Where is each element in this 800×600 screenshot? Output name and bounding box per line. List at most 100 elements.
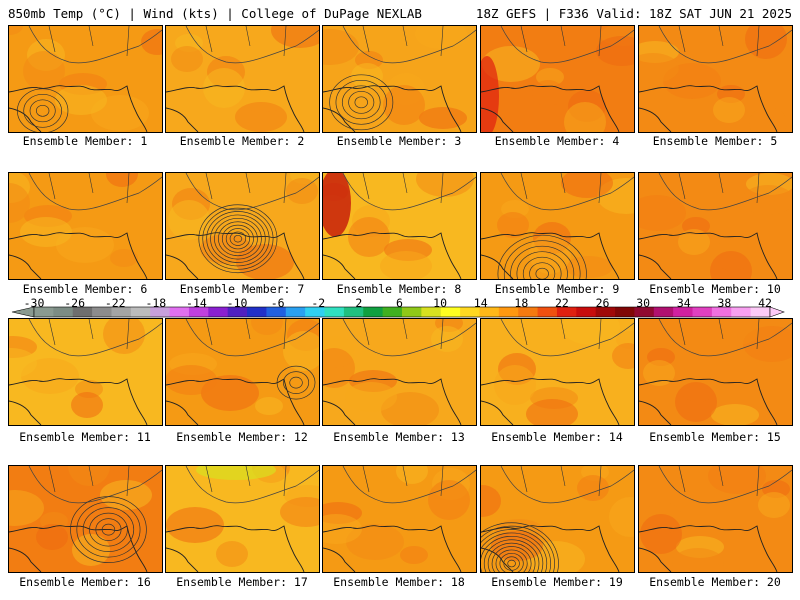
temperature-patch bbox=[431, 326, 463, 352]
colorbar-swatch bbox=[169, 307, 190, 317]
coastline bbox=[481, 525, 620, 572]
colorbar-swatch bbox=[266, 307, 287, 317]
state-boundary bbox=[520, 466, 602, 497]
map-field bbox=[323, 466, 476, 572]
colorbar-swatch bbox=[324, 307, 345, 317]
pressure-contour bbox=[354, 96, 368, 109]
colorbar-tick-label: -14 bbox=[186, 296, 207, 310]
temperature-patch bbox=[72, 534, 110, 566]
temperature-patch bbox=[203, 68, 245, 108]
state-boundary bbox=[205, 319, 287, 350]
temperature-patch bbox=[323, 29, 359, 65]
ensemble-panel-19 bbox=[480, 465, 635, 573]
colorbar-tick-label: 38 bbox=[717, 296, 732, 310]
pressure-contour bbox=[658, 173, 792, 211]
map-field bbox=[639, 173, 792, 279]
coastline bbox=[166, 85, 305, 132]
ensemble-member-label: Ensemble Member: 13 bbox=[333, 430, 465, 444]
coastline bbox=[639, 525, 778, 572]
temperature-patch bbox=[415, 26, 467, 49]
coastline bbox=[9, 378, 148, 425]
pressure-contour bbox=[516, 251, 568, 279]
colorbar-swatch bbox=[208, 307, 229, 317]
temperature-patch bbox=[419, 107, 467, 129]
coastline bbox=[166, 547, 199, 572]
colorbar-swatch bbox=[634, 307, 655, 317]
coastline bbox=[481, 400, 514, 425]
temperature-patch bbox=[200, 234, 252, 264]
map-field bbox=[481, 173, 634, 279]
colorbar-swatch bbox=[673, 307, 694, 317]
pressure-contour bbox=[214, 217, 262, 260]
temperature-patch bbox=[400, 546, 428, 564]
ensemble-panel-17 bbox=[165, 465, 320, 573]
ensemble-panel-7 bbox=[165, 172, 320, 280]
temperature-patch bbox=[562, 319, 620, 345]
colorbar bbox=[0, 296, 800, 320]
temperature-patch bbox=[707, 319, 759, 346]
temperature-patch bbox=[345, 382, 397, 412]
colorbar-swatch bbox=[556, 307, 577, 317]
state-boundary bbox=[48, 26, 130, 57]
temperature-patch bbox=[526, 399, 578, 425]
ensemble-panel-6 bbox=[8, 172, 163, 280]
pressure-contour bbox=[510, 245, 575, 279]
pressure-contour bbox=[491, 546, 532, 572]
state-boundary bbox=[520, 26, 602, 57]
state-boundary bbox=[520, 173, 602, 204]
pressure-contour bbox=[503, 556, 520, 571]
temperature-patch bbox=[141, 29, 162, 55]
coastline bbox=[323, 85, 462, 132]
colorbar-swatch bbox=[343, 307, 364, 317]
colorbar-swatch bbox=[382, 307, 403, 317]
coastline bbox=[481, 378, 620, 425]
map-field bbox=[481, 26, 634, 132]
ensemble-panel-3 bbox=[322, 25, 477, 133]
coastline bbox=[166, 378, 305, 425]
temperature-patch bbox=[710, 251, 752, 279]
temperature-patch bbox=[745, 26, 787, 59]
colorbar-swatch bbox=[305, 307, 326, 317]
state-boundary bbox=[362, 319, 444, 350]
colorbar-tick-label: -30 bbox=[23, 296, 45, 310]
pressure-contour bbox=[522, 256, 562, 279]
pressure-contour bbox=[276, 365, 316, 400]
ensemble-panel-5 bbox=[638, 25, 793, 133]
coastline bbox=[481, 107, 514, 132]
temperature-patch bbox=[100, 480, 152, 510]
colorbar-swatch bbox=[479, 307, 500, 317]
pressure-contour bbox=[185, 173, 319, 211]
temperature-patch bbox=[68, 466, 110, 486]
colorbar-tick-label: 14 bbox=[473, 296, 488, 310]
coastline bbox=[9, 232, 148, 279]
pressure-contour bbox=[185, 319, 319, 357]
map-field bbox=[639, 319, 792, 425]
temperature-patch bbox=[640, 514, 682, 554]
temperature-patch bbox=[106, 173, 138, 187]
temperature-patch bbox=[36, 524, 68, 550]
colorbar-swatch bbox=[247, 307, 267, 317]
temperature-patch bbox=[323, 514, 362, 544]
temperature-patch bbox=[428, 480, 470, 520]
colorbar-swatch bbox=[421, 307, 442, 317]
coastline bbox=[323, 378, 462, 425]
coastline bbox=[639, 107, 672, 132]
pressure-contour bbox=[500, 173, 634, 211]
pressure-contour bbox=[198, 204, 278, 274]
state-boundary bbox=[362, 466, 444, 497]
model-run-info: 18Z GEFS | F336 Valid: 18Z SAT JUN 21 20… bbox=[475, 6, 792, 21]
state-boundary bbox=[362, 26, 444, 57]
colorbar-tick-label: 30 bbox=[636, 296, 651, 310]
temperature-patch bbox=[758, 492, 790, 518]
colorbar-swatch bbox=[92, 307, 112, 317]
colorbar-swatch bbox=[111, 307, 132, 317]
temperature-patch bbox=[643, 360, 675, 386]
state-boundary bbox=[205, 26, 287, 57]
pressure-contour bbox=[28, 173, 162, 211]
state-boundary bbox=[205, 173, 287, 204]
temperature-patch bbox=[196, 466, 276, 480]
pressure-contour bbox=[206, 211, 270, 267]
colorbar-swatch bbox=[498, 307, 519, 317]
pressure-contour bbox=[500, 466, 634, 504]
colorbar-tick-label: 22 bbox=[555, 296, 569, 310]
